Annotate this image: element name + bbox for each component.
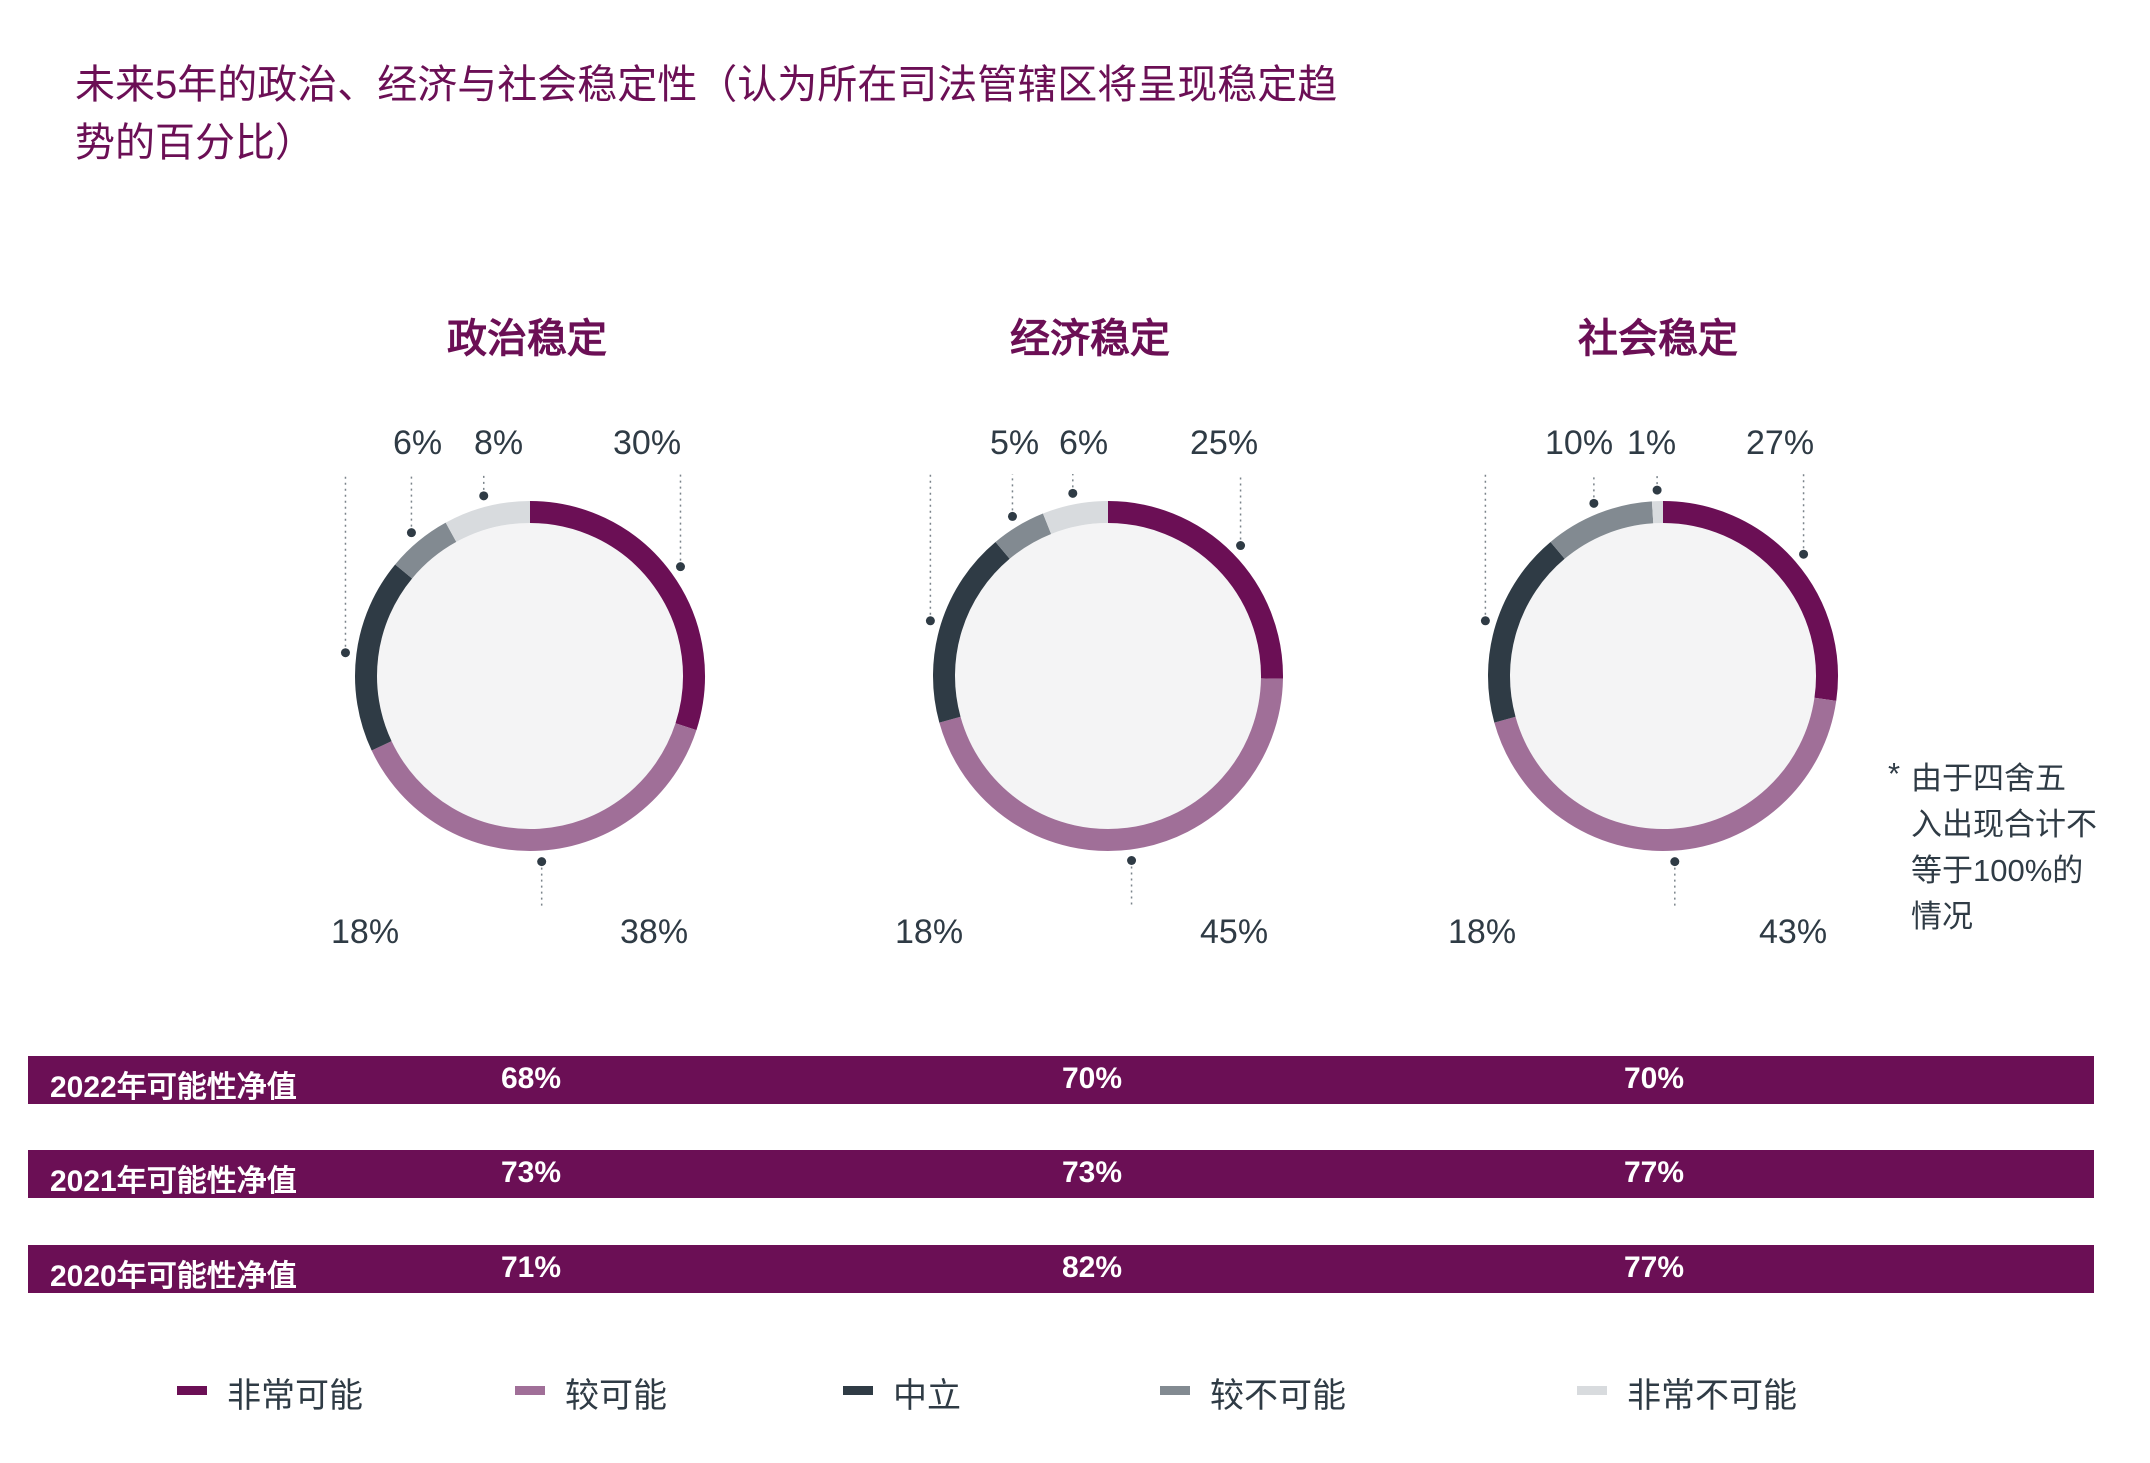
political-leader-dot-neutral bbox=[340, 648, 350, 658]
political-slice-neutral bbox=[355, 564, 413, 751]
net-value-economic: 73% bbox=[1062, 1156, 1123, 1189]
social-neutral-label: 18% bbox=[1448, 913, 1517, 951]
net-value-political: 73% bbox=[501, 1156, 562, 1189]
net-value-social: 77% bbox=[1624, 1251, 1685, 1284]
economic-very-unlikely-label: 6% bbox=[1059, 424, 1109, 462]
chart-main-title: 未来5年的政治、经济与社会稳定性（认为所在司法管辖区将呈现稳定趋势的百分比） bbox=[75, 63, 1338, 165]
economic-leader-dot-neutral bbox=[925, 616, 935, 626]
legend-label: 中立 bbox=[893, 1377, 961, 1415]
social-leader-dot-very-likely bbox=[1799, 549, 1809, 559]
economic-donut bbox=[925, 474, 1283, 908]
economic-leader-dot-somewhat-unlikely bbox=[1007, 511, 1017, 521]
social-slice-somewhat-unlikely bbox=[1550, 501, 1654, 559]
rounding-footnote-text: 由于四舍五 入出现合计不 等于100%的 情况 bbox=[1911, 761, 2097, 934]
social-leader-dot-somewhat-unlikely bbox=[1589, 498, 1599, 508]
legend-label: 较可能 bbox=[565, 1377, 667, 1415]
social-very-unlikely-label: 1% bbox=[1627, 424, 1677, 462]
economic-slice-very-likely bbox=[1107, 501, 1283, 679]
legend-label: 非常可能 bbox=[227, 1377, 363, 1415]
social-somewhat-unlikely-label: 10% bbox=[1545, 424, 1614, 462]
political-stability-title: 政治稳定 bbox=[447, 317, 607, 361]
net-row-label: 2020年可能性净值 bbox=[50, 1260, 297, 1293]
legend-label: 非常不可能 bbox=[1627, 1377, 1797, 1415]
social-donut-center bbox=[1510, 523, 1816, 829]
political-leader-dot-somewhat-likely bbox=[537, 857, 547, 867]
net-row-2022: 2022年可能性净值 68% 70% 70% bbox=[28, 1056, 2094, 1104]
economic-leader-dot-very-likely bbox=[1236, 541, 1246, 551]
social-slice-somewhat-likely bbox=[1494, 697, 1837, 851]
economic-stability-title: 经济稳定 bbox=[1010, 317, 1170, 361]
social-leader-dot-somewhat-likely bbox=[1670, 857, 1680, 867]
economic-slice-somewhat-likely bbox=[939, 678, 1283, 851]
net-row-label: 2021年可能性净值 bbox=[50, 1165, 297, 1198]
net-value-social: 77% bbox=[1624, 1156, 1685, 1189]
political-slice-somewhat-likely bbox=[371, 723, 697, 851]
political-leader-dot-somewhat-unlikely bbox=[406, 528, 416, 538]
legend-swatch bbox=[843, 1386, 873, 1395]
legend-label: 较不可能 bbox=[1210, 1377, 1346, 1415]
economic-somewhat-unlikely-label: 5% bbox=[990, 424, 1040, 462]
footnote-asterisk: * bbox=[1888, 756, 1901, 791]
political-neutral-label: 18% bbox=[331, 913, 400, 951]
political-somewhat-likely-label: 38% bbox=[620, 913, 689, 951]
net-value-political: 71% bbox=[501, 1251, 562, 1284]
social-stability-title: 社会稳定 bbox=[1578, 317, 1738, 361]
political-somewhat-unlikely-label: 6% bbox=[393, 424, 443, 462]
net-value-economic: 82% bbox=[1062, 1251, 1123, 1284]
political-leader-dot-very-likely bbox=[675, 562, 685, 572]
net-row-2020: 2020年可能性净值 71% 82% 77% bbox=[28, 1245, 2094, 1293]
political-slice-very-unlikely bbox=[445, 501, 531, 543]
social-leader-dot-neutral bbox=[1480, 616, 1490, 626]
economic-slice-neutral bbox=[933, 541, 1010, 723]
economic-very-likely-label: 25% bbox=[1190, 424, 1259, 462]
economic-slice-somewhat-unlikely bbox=[995, 513, 1052, 559]
net-value-economic: 70% bbox=[1062, 1062, 1123, 1095]
legend-swatch bbox=[515, 1386, 545, 1395]
net-row-2021: 2021年可能性净值 73% 73% 77% bbox=[28, 1150, 2094, 1198]
social-donut bbox=[1480, 474, 1838, 908]
net-row-label: 2022年可能性净值 bbox=[50, 1071, 297, 1104]
legend-swatch bbox=[1577, 1386, 1607, 1395]
economic-leader-dot-somewhat-likely bbox=[1127, 856, 1137, 865]
net-value-social: 70% bbox=[1624, 1062, 1685, 1095]
social-slice-very-likely bbox=[1662, 501, 1838, 701]
social-very-likely-label: 27% bbox=[1746, 424, 1815, 462]
economic-somewhat-likely-label: 45% bbox=[1200, 913, 1269, 951]
political-donut-center bbox=[377, 523, 683, 829]
social-leader-dot-very-unlikely bbox=[1652, 485, 1662, 495]
political-very-likely-label: 30% bbox=[613, 424, 682, 462]
political-slice-somewhat-unlikely bbox=[395, 522, 457, 579]
economic-donut-center bbox=[955, 523, 1261, 829]
legend-swatch bbox=[1160, 1386, 1190, 1395]
political-slice-very-likely bbox=[529, 501, 705, 731]
political-very-unlikely-label: 8% bbox=[474, 424, 524, 462]
economic-slice-very-unlikely bbox=[1042, 501, 1109, 535]
social-slice-neutral bbox=[1488, 541, 1565, 723]
rounding-footnote: 由于四舍五 入出现合计不 等于100%的 情况 bbox=[1911, 756, 2146, 940]
political-leader-dot-very-unlikely bbox=[479, 491, 489, 501]
economic-leader-dot-very-unlikely bbox=[1068, 488, 1078, 498]
social-somewhat-likely-label: 43% bbox=[1759, 913, 1828, 951]
economic-neutral-label: 18% bbox=[895, 913, 964, 951]
net-value-political: 68% bbox=[501, 1062, 562, 1095]
political-donut bbox=[340, 474, 705, 908]
legend-swatch bbox=[177, 1386, 207, 1395]
